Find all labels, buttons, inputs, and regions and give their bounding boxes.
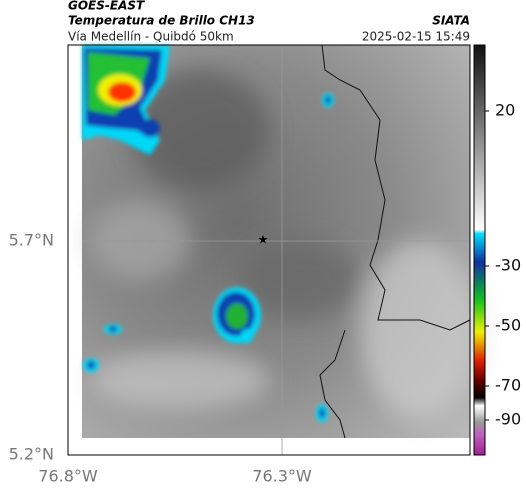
source: GOES-EAST: [68, 0, 145, 13]
subtitle: Vía Medellín - Quibdó 50km: [68, 30, 234, 44]
colorbar-label: -50: [495, 316, 521, 335]
colorbar-label: 20: [495, 101, 515, 120]
y-label: 5.2°N: [9, 445, 54, 464]
colorbar: 20 -30 -50 -70 -90: [473, 44, 521, 456]
y-label: 5.7°N: [9, 231, 54, 250]
x-label: 76.8°W: [38, 467, 98, 486]
timestamp: 2025-02-15 15:49: [362, 30, 470, 44]
title: Temperatura de Brillo CH13: [68, 14, 255, 28]
organization: SIATA: [432, 14, 470, 28]
svg-text:★: ★: [258, 233, 269, 247]
colorbar-label: -70: [495, 376, 521, 395]
map-frame: [67, 44, 471, 456]
x-label: 76.3°W: [252, 467, 312, 486]
map-imagery: ★: [82, 44, 480, 455]
colorbar-label: -30: [495, 256, 521, 275]
colorbar-label: -90: [495, 410, 521, 429]
